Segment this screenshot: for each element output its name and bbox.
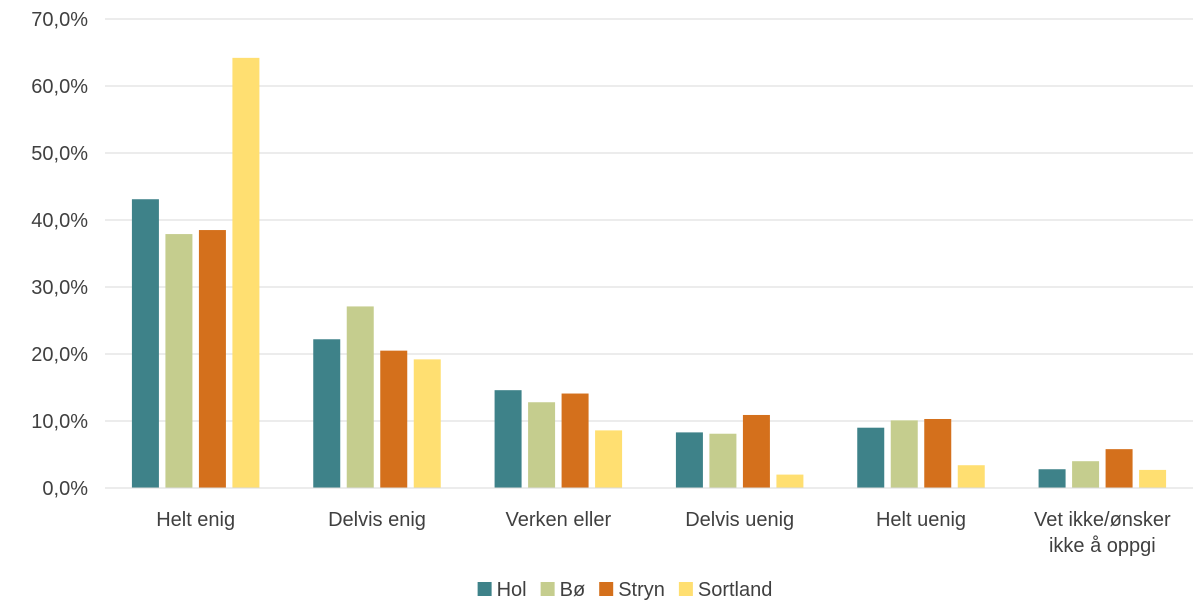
legend-label: Sortland <box>698 579 773 601</box>
x-axis-category-labels: Helt enig Delvis enig Verken eller Delvis u… <box>156 509 1171 557</box>
bar <box>528 402 556 488</box>
bar <box>198 230 226 489</box>
legend-label: Stryn <box>618 579 665 601</box>
bar <box>595 430 623 488</box>
y-tick-label: 0,0% <box>42 478 88 500</box>
x-tick-label: Helt uenig <box>876 509 966 531</box>
legend-swatch <box>540 582 555 596</box>
bar <box>675 432 703 488</box>
legend-swatch <box>678 582 693 596</box>
bar <box>413 359 441 488</box>
bars <box>131 57 1167 489</box>
y-tick-label: 20,0% <box>31 344 88 366</box>
bar <box>131 199 159 489</box>
bar <box>1139 469 1167 488</box>
legend-item: Sortland <box>678 579 773 601</box>
bar <box>494 390 522 488</box>
legend-swatch <box>599 582 614 596</box>
y-tick-label: 40,0% <box>31 210 88 232</box>
bar <box>561 393 589 488</box>
y-tick-label: 70,0% <box>31 9 88 31</box>
bar <box>165 234 193 488</box>
x-tick-label: Delvis uenig <box>685 509 794 531</box>
bar <box>232 57 260 489</box>
bar <box>1105 449 1133 488</box>
bar <box>924 418 952 488</box>
legend: Hol Bø Stryn Sortland <box>477 579 773 601</box>
bar <box>709 433 737 488</box>
gridlines <box>105 18 1193 422</box>
bar <box>742 414 770 488</box>
bar <box>776 474 804 488</box>
x-tick-label: Vet ikke/ønsker ikke å oppgi <box>1034 509 1171 557</box>
y-tick-label: 50,0% <box>31 143 88 165</box>
x-tick-label: Delvis enig <box>328 509 426 531</box>
y-axis-tick-labels: 0,0% 10,0% 20,0% 30,0% 40,0% 50,0% 60,0% 70,0% <box>31 9 88 500</box>
bar <box>1072 461 1100 488</box>
bar <box>890 420 918 488</box>
x-tick-label: Helt enig <box>156 509 235 531</box>
y-tick-label: 30,0% <box>31 277 88 299</box>
bar <box>857 427 885 488</box>
y-tick-label: 60,0% <box>31 76 88 98</box>
legend-item: Bø <box>540 579 586 601</box>
x-tick-label: Verken eller <box>506 509 612 531</box>
legend-item: Hol <box>477 579 527 601</box>
bar <box>346 306 374 488</box>
bar <box>313 339 341 488</box>
legend-label: Bø <box>560 579 586 601</box>
bar <box>1038 469 1066 488</box>
legend-item: Stryn <box>599 579 665 601</box>
legend-swatch <box>477 582 492 596</box>
bar <box>380 350 408 488</box>
y-tick-label: 10,0% <box>31 411 88 433</box>
bar <box>957 465 985 488</box>
legend-label: Hol <box>497 579 527 601</box>
